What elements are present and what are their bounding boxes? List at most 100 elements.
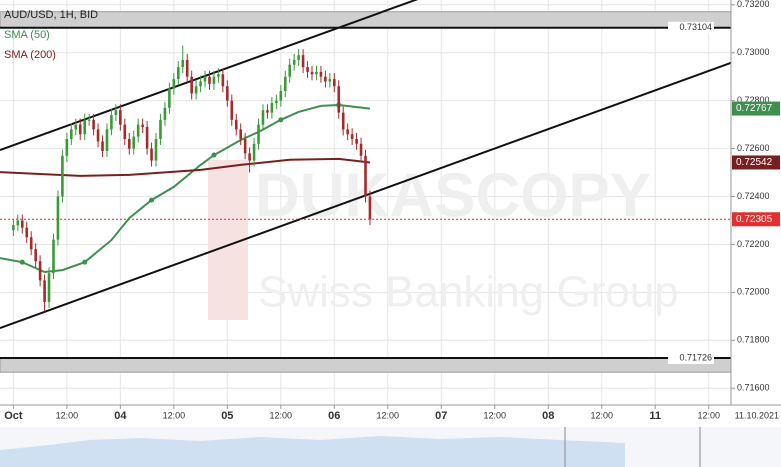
- x-tick-label: 12:00: [590, 410, 613, 420]
- candle-body: [87, 119, 91, 121]
- x-tick-label: 06: [328, 410, 340, 422]
- candle-body: [163, 107, 167, 120]
- candle-body: [239, 129, 242, 139]
- candle-body: [16, 220, 20, 226]
- axes: 0.71600 0.71800 0.72000 0.72200 0.72400 0.726…: [4, 0, 780, 422]
- price-badge: [732, 212, 780, 227]
- candle-body: [136, 124, 140, 137]
- candle-body: [154, 138, 158, 161]
- candle-body: [368, 196, 372, 220]
- watermark: DUKASCOPY Swiss Banking Group: [208, 160, 679, 320]
- candle-body: [25, 227, 29, 238]
- candle-body: [141, 124, 144, 128]
- candle-body: [270, 103, 274, 113]
- sma-point: [211, 152, 217, 158]
- sma-line: [0, 103, 371, 274]
- candle-body: [261, 110, 265, 125]
- x-tick-label: 12:00: [377, 410, 400, 420]
- candle-body: [176, 67, 180, 80]
- candle-body: [364, 155, 367, 197]
- candle-body: [226, 86, 229, 101]
- candle-body: [283, 76, 287, 92]
- price-badge-label: 0.72542: [736, 157, 773, 168]
- x-tick-label: 12:00: [56, 410, 79, 420]
- candle-body: [101, 141, 104, 151]
- candle-body: [61, 155, 64, 197]
- y-tick-label: 0.73200: [737, 0, 770, 9]
- candle-body: [257, 124, 260, 144]
- candle-body: [194, 86, 198, 94]
- candle-body: [74, 124, 78, 130]
- candle-body: [279, 91, 283, 101]
- candle-body: [29, 237, 33, 250]
- candle-body: [172, 79, 176, 89]
- zone: [0, 357, 731, 373]
- y-tick-label: 0.71600: [737, 383, 770, 393]
- level-badge: [668, 352, 714, 365]
- price-badge: [732, 155, 780, 170]
- candle-body: [123, 124, 127, 139]
- candle-body: [199, 81, 202, 87]
- candle-body: [266, 110, 269, 113]
- chart-title: AUD/USD, 1H, BID: [4, 9, 98, 21]
- level-label: 0.73104: [679, 22, 712, 32]
- y-tick-label: 0.72200: [737, 239, 770, 249]
- candle-body: [150, 148, 153, 161]
- candle-body: [243, 138, 247, 154]
- candle-body: [297, 55, 300, 60]
- candle-body: [83, 119, 86, 135]
- candle-body: [119, 110, 122, 125]
- candle-body: [234, 119, 238, 130]
- x-tick-label: 12:00: [163, 410, 186, 420]
- grid: [0, 0, 731, 405]
- candle-body: [105, 129, 109, 151]
- candle-body: [341, 112, 345, 130]
- candle-body: [310, 71, 314, 75]
- plot-area: 0.73104 0.71726: [0, 0, 731, 373]
- candle-body: [337, 86, 341, 113]
- candle-body: [65, 138, 69, 156]
- candle-body: [230, 100, 234, 120]
- level-badge: [668, 21, 714, 34]
- candle-body: [350, 134, 354, 139]
- x-tick-label: 11: [649, 410, 661, 422]
- x-tick-label: 12:00: [270, 410, 293, 420]
- candle-body: [96, 129, 100, 142]
- level-label: 0.71726: [679, 352, 712, 362]
- x-tick-label: 07: [435, 410, 447, 422]
- sma-point: [149, 197, 155, 203]
- candle-body: [132, 136, 136, 149]
- y-tick-label: 0.72400: [737, 191, 770, 201]
- candle-body: [252, 143, 256, 161]
- navigator-area: [0, 436, 625, 467]
- price-badge-label: 0.72767: [736, 103, 773, 114]
- navigator: [0, 427, 781, 467]
- candle-body: [145, 127, 149, 149]
- candle-body: [248, 153, 251, 161]
- y-tick-label: 0.72000: [737, 287, 770, 297]
- candle-body: [168, 88, 171, 108]
- candle-body: [217, 74, 220, 77]
- x-tick-label: 04: [114, 410, 127, 422]
- candle-body: [212, 76, 216, 84]
- watermark-text: DUKASCOPY: [255, 161, 651, 230]
- x-tick-label: 08: [542, 410, 554, 422]
- candle-body: [328, 79, 332, 82]
- candle-body: [190, 76, 193, 94]
- candle-body: [208, 76, 211, 84]
- candle-body: [181, 59, 185, 68]
- sma-point: [82, 259, 88, 265]
- candle-body: [127, 138, 131, 149]
- trendline: [0, 0, 419, 151]
- candle-body: [114, 110, 118, 116]
- date-label: 11.10.2021: [735, 410, 779, 420]
- y-tick-label: 0.73000: [737, 47, 770, 57]
- candle-body: [324, 76, 327, 82]
- candle-body: [292, 59, 296, 65]
- candle-body: [38, 261, 42, 281]
- candle-body: [12, 225, 15, 231]
- candle-body: [355, 138, 358, 144]
- x-tick-label: 12:00: [697, 410, 720, 420]
- candle-body: [34, 249, 37, 262]
